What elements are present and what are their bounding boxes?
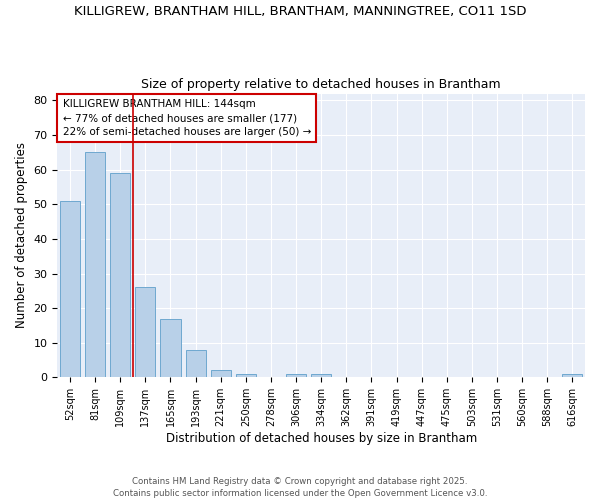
Text: KILLIGREW BRANTHAM HILL: 144sqm
← 77% of detached houses are smaller (177)
22% o: KILLIGREW BRANTHAM HILL: 144sqm ← 77% of…	[62, 99, 311, 137]
Text: Contains HM Land Registry data © Crown copyright and database right 2025.
Contai: Contains HM Land Registry data © Crown c…	[113, 476, 487, 498]
Bar	[185, 350, 206, 378]
Bar	[60, 201, 80, 378]
Bar	[85, 152, 105, 378]
Bar	[135, 288, 155, 378]
Bar	[311, 374, 331, 378]
X-axis label: Distribution of detached houses by size in Brantham: Distribution of detached houses by size …	[166, 432, 477, 445]
Bar	[211, 370, 231, 378]
Bar	[110, 173, 130, 378]
Bar	[160, 318, 181, 378]
Title: Size of property relative to detached houses in Brantham: Size of property relative to detached ho…	[142, 78, 501, 91]
Bar	[236, 374, 256, 378]
Y-axis label: Number of detached properties: Number of detached properties	[15, 142, 28, 328]
Bar	[562, 374, 583, 378]
Bar	[286, 374, 306, 378]
Text: KILLIGREW, BRANTHAM HILL, BRANTHAM, MANNINGTREE, CO11 1SD: KILLIGREW, BRANTHAM HILL, BRANTHAM, MANN…	[74, 5, 526, 18]
